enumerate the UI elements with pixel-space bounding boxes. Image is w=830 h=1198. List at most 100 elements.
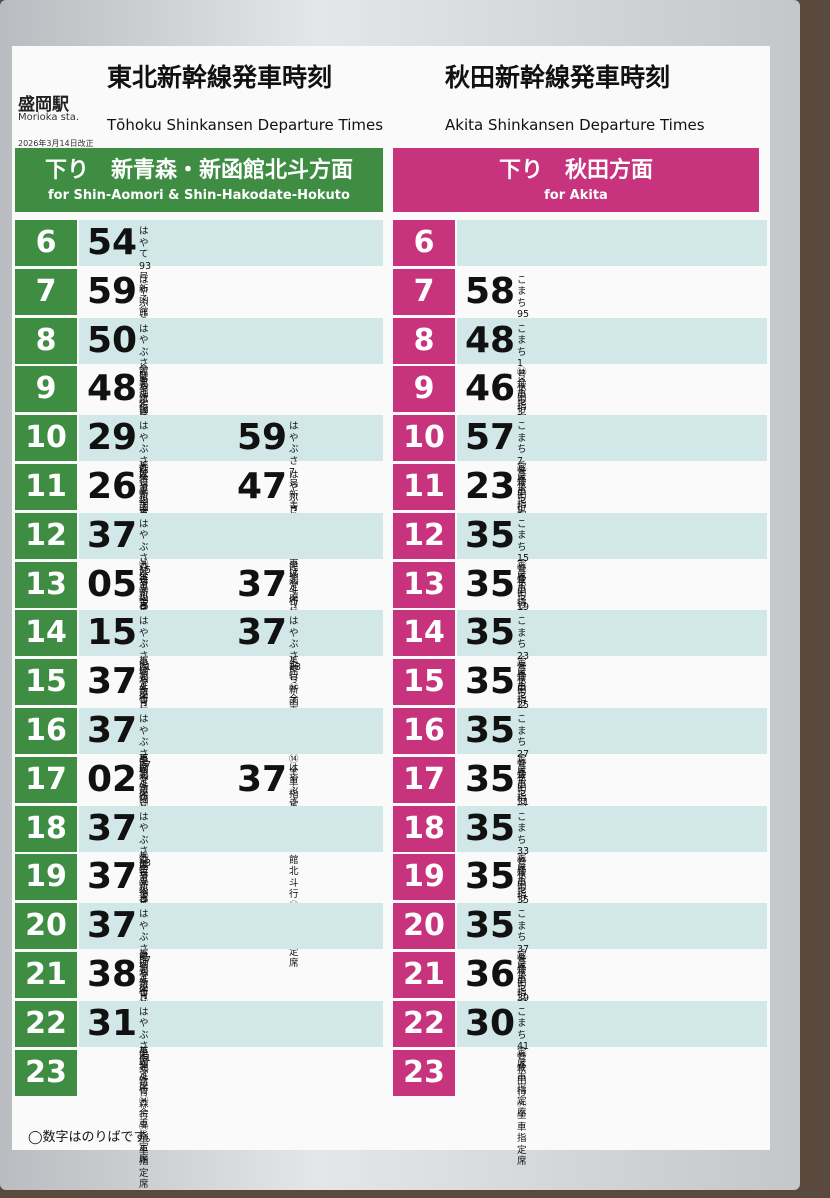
train: こまち15号: [517, 518, 530, 576]
hour: 12: [393, 512, 455, 559]
row-band: [79, 220, 383, 266]
hour-row: 1126はやぶさ9号新青森行⑭全車指定席47はやぶさ11号新函館北斗行⑭全車指定…: [15, 464, 383, 677]
board-title: 東北新幹線発車時刻: [107, 63, 333, 92]
train: こまち1号: [517, 323, 527, 381]
hour-row: 22 31 はやぶさ41号 新青森行⑭ 全車指定席: [15, 1000, 383, 1190]
hour: 23: [393, 1049, 455, 1096]
minute: 48: [465, 319, 516, 361]
row-band: [457, 903, 767, 950]
train-info: こまち41号 秋田行⑭ 全車指定席: [517, 1007, 529, 1168]
hour: 18: [393, 805, 455, 852]
minute: 58: [465, 270, 516, 312]
minute: 37: [87, 905, 138, 947]
direction-en: for Shin-Aomori & Shin-Hakodate-Hokuto: [48, 188, 350, 203]
hour-row: 22 30 こまち41号 秋田行⑭ 全車指定席: [393, 1000, 767, 1167]
minute: 26: [87, 466, 138, 507]
seat-type: 全車指定席: [517, 1110, 527, 1168]
direction-en: for Akita: [544, 188, 608, 203]
train: はやぶさ27号: [139, 714, 152, 783]
hour: 14: [393, 610, 455, 657]
train-info: はやぶさ41号 新青森行⑭ 全車指定席: [139, 1007, 151, 1191]
minute: 35: [465, 514, 516, 556]
hour-row: 1702はやぶさ29号新青森行⑭全車指定席37はやぶさ31号新函館北斗行⑭全車指…: [15, 756, 383, 969]
hour: 16: [15, 708, 77, 754]
revision-date: 2026年3月14日改正: [18, 139, 94, 148]
hour: 17: [15, 756, 77, 803]
row-band: [79, 708, 383, 754]
seat-type: 全車指定席: [139, 1107, 149, 1165]
train: はやぶさ21号: [139, 616, 152, 685]
hour: 10: [15, 415, 77, 462]
hour: 15: [393, 659, 455, 706]
train: こまち33号: [517, 811, 530, 869]
minute: 54: [87, 222, 138, 263]
seat-type: 全車指定席: [139, 1133, 149, 1191]
hour-row: 2037はやぶさ37号新青森行⑭全車指定席: [15, 903, 383, 1093]
train: こまち23号: [517, 616, 530, 674]
minute: 30: [465, 1002, 516, 1044]
hour-row: 23: [15, 1049, 383, 1096]
hour: 13: [15, 561, 77, 608]
destination: 新青森行⑭: [139, 1075, 149, 1133]
hour: 17: [393, 756, 455, 803]
timetable-board: 盛岡駅 Morioka sta. 2026年3月14日改正 ◯数字はのりばです。…: [12, 46, 770, 1190]
minute: 15: [87, 612, 138, 654]
hour-row: 1057こまち7号秋田行⑭全車指定席: [393, 415, 767, 582]
minute: 57: [465, 417, 516, 459]
row-band: [457, 1000, 767, 1047]
hour: 18: [15, 805, 77, 852]
minute: 37: [237, 758, 288, 800]
hour-row: 758こまち95号秋田行⑭全車指定席: [393, 268, 767, 435]
train: はやぶさ33号: [139, 811, 152, 881]
train: こまち27号: [517, 714, 530, 771]
hour-row: 1335こまち19号秋田行⑭全車指定席: [393, 561, 767, 728]
row-band: [79, 805, 383, 852]
board-title: 秋田新幹線発車時刻: [445, 63, 671, 92]
minute: 46: [465, 368, 516, 410]
row-band: [457, 610, 767, 657]
minute: 35: [465, 758, 516, 800]
hour-row: 2138はやぶさ39号新函館北斗行⑭全車指定席: [15, 952, 383, 1165]
hour: 11: [393, 464, 455, 510]
train: こまち41号: [517, 1006, 530, 1064]
minute: 29: [87, 417, 138, 459]
hour-row: 654はやて93号新函館北斗行⑭全車指定席: [15, 220, 383, 421]
hour-row: 1735こまち31号秋田行⑭全車指定席: [393, 756, 767, 923]
hour: 14: [15, 610, 77, 657]
hour: 15: [15, 659, 77, 706]
row-band: [79, 512, 383, 559]
train: はやぶさ41号: [139, 1006, 152, 1076]
minute: 59: [237, 417, 288, 459]
hour-row: 1235こまち15号秋田行⑭全車指定席: [393, 512, 767, 679]
minute: 37: [237, 563, 288, 605]
minute: 48: [87, 368, 138, 410]
minute: 35: [465, 905, 516, 947]
hour: 22: [15, 1000, 77, 1047]
train: はやぶさ37号: [139, 909, 152, 978]
train: はやて93号: [139, 226, 152, 283]
hour: 12: [15, 512, 77, 559]
footer-note: ◯数字はのりばです。: [28, 1130, 159, 1145]
hour-row: 1123こまち9号秋田行⑭全車指定席: [393, 464, 767, 631]
hour-row: 1537はやぶさ25号新函館北斗行⑭全車指定席: [15, 659, 383, 872]
minute: 36: [465, 954, 516, 995]
hour: 6: [15, 220, 77, 266]
train: はやぶさ5号: [139, 421, 149, 490]
hour: 13: [393, 561, 455, 608]
hour: 11: [15, 464, 77, 510]
hour-row: 1837はやぶさ33号新青森行⑭全車指定席: [15, 805, 383, 995]
hour-row: 848こまち1号秋田行⑭全車指定席: [393, 317, 767, 484]
hour-row: 1835こまち33号秋田行⑭全車指定席: [393, 805, 767, 972]
row-band: [457, 512, 767, 559]
minute: 31: [87, 1002, 138, 1044]
minute: 37: [237, 612, 288, 654]
hour-row: 1029はやぶさ5号新函館北斗行⑭全車指定席59はやぶさ7号新青森行⑭全車指定席: [15, 415, 383, 628]
hour-row: 1237はやぶさ15号新青森行⑭全車指定席: [15, 512, 383, 702]
minute: 37: [87, 514, 138, 556]
hour: 23: [15, 1049, 77, 1096]
board-title-en: Tōhoku Shinkansen Departure Times: [107, 116, 384, 134]
hour: 7: [15, 268, 77, 315]
hour: 16: [393, 708, 455, 754]
hour: 6: [393, 220, 455, 266]
